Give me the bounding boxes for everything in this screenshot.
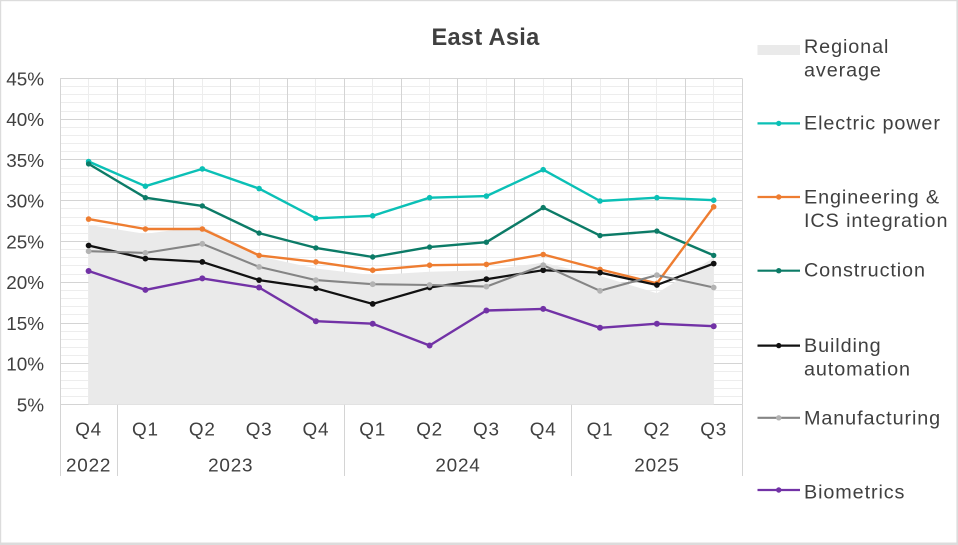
svg-text:15%: 15% <box>6 314 44 335</box>
svg-text:Q2: Q2 <box>643 420 670 441</box>
svg-text:Q1: Q1 <box>359 420 386 441</box>
svg-text:automation: automation <box>804 359 911 381</box>
svg-text:Regional: Regional <box>804 36 889 58</box>
svg-text:Biometrics: Biometrics <box>804 482 905 504</box>
svg-text:Q4: Q4 <box>302 420 329 441</box>
svg-text:East Asia: East Asia <box>431 25 540 51</box>
svg-text:Construction: Construction <box>804 260 926 282</box>
svg-text:ICS integration: ICS integration <box>804 210 948 232</box>
svg-text:2025: 2025 <box>634 455 679 476</box>
svg-text:5%: 5% <box>17 396 45 417</box>
svg-text:20%: 20% <box>6 273 44 294</box>
svg-text:40%: 40% <box>6 110 44 131</box>
svg-text:30%: 30% <box>6 192 44 213</box>
svg-text:25%: 25% <box>6 232 44 253</box>
svg-text:Q2: Q2 <box>416 420 443 441</box>
svg-text:35%: 35% <box>6 151 44 172</box>
svg-text:Q3: Q3 <box>246 420 273 441</box>
svg-text:Manufacturing: Manufacturing <box>804 407 941 429</box>
svg-text:Q3: Q3 <box>700 420 727 441</box>
svg-text:Q2: Q2 <box>189 420 216 441</box>
svg-text:Electric power: Electric power <box>804 113 941 135</box>
svg-text:45%: 45% <box>6 69 44 90</box>
svg-text:2024: 2024 <box>435 455 480 476</box>
svg-text:Q4: Q4 <box>75 420 102 441</box>
svg-text:average: average <box>804 60 882 82</box>
svg-text:10%: 10% <box>6 355 44 376</box>
svg-text:Engineering &: Engineering & <box>804 186 940 208</box>
svg-text:2023: 2023 <box>208 455 253 476</box>
svg-text:Q1: Q1 <box>132 420 159 441</box>
svg-text:Q1: Q1 <box>587 420 614 441</box>
svg-text:Q4: Q4 <box>530 420 557 441</box>
svg-text:Q3: Q3 <box>473 420 500 441</box>
svg-text:2022: 2022 <box>66 455 111 476</box>
svg-text:Building: Building <box>804 335 882 357</box>
